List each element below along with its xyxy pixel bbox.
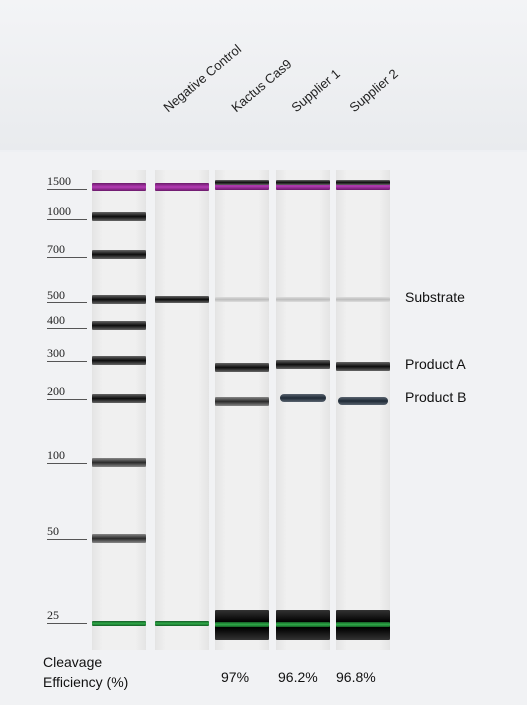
kc-band-substrate xyxy=(215,297,269,302)
lane-negative-control xyxy=(155,170,209,650)
efficiency-supplier-1: 96.2% xyxy=(278,669,318,685)
size-label-400: 400 xyxy=(47,313,65,327)
size-label-700: 700 xyxy=(47,242,65,256)
s1-band-product-b xyxy=(280,394,326,402)
kc-band-lower-marker xyxy=(215,622,269,627)
s2-band-product-a xyxy=(336,362,390,371)
nc-band-substrate xyxy=(155,296,209,303)
s1-band-upper-marker xyxy=(276,182,330,190)
s2-band-upper-marker xyxy=(336,182,390,190)
nc-band-upper-marker xyxy=(155,183,209,191)
s2-band-substrate xyxy=(336,297,390,302)
size-line-1500 xyxy=(47,189,87,190)
header-band xyxy=(0,0,527,150)
s2-band-product-b xyxy=(338,397,388,405)
size-label-1000: 1000 xyxy=(47,204,71,218)
cleavage-title-line2: Efficiency (%) xyxy=(43,674,129,690)
band-label-substrate: Substrate xyxy=(405,289,465,305)
size-label-50: 50 xyxy=(47,524,59,538)
size-line-50 xyxy=(47,539,87,540)
size-line-300 xyxy=(47,361,87,362)
size-label-100: 100 xyxy=(47,448,65,462)
s1-band-upper-dark xyxy=(276,180,330,185)
band-label-product-b: Product B xyxy=(405,389,467,405)
size-line-100 xyxy=(47,463,87,464)
kc-band-upper-marker xyxy=(215,182,269,190)
lane-kactus-cas9 xyxy=(215,170,269,650)
ladder-band-100 xyxy=(92,458,146,467)
lane-supplier-1 xyxy=(276,170,330,650)
s1-band-lower-marker xyxy=(276,622,330,627)
size-label-25: 25 xyxy=(47,608,59,622)
s2-band-lower-marker xyxy=(336,622,390,627)
ladder-band-25 xyxy=(92,621,146,626)
size-label-500: 500 xyxy=(47,288,65,302)
ladder-lane xyxy=(92,170,146,650)
s1-band-substrate xyxy=(276,297,330,302)
ladder-band-1500 xyxy=(92,183,146,191)
size-label-200: 200 xyxy=(47,384,65,398)
band-label-product-a: Product A xyxy=(405,356,466,372)
s1-band-product-a xyxy=(276,360,330,369)
size-label-300: 300 xyxy=(47,346,65,360)
size-line-1000 xyxy=(47,219,87,220)
kc-band-product-b xyxy=(215,397,269,406)
size-line-500 xyxy=(47,302,87,303)
ladder-band-300 xyxy=(92,356,146,365)
ladder-band-400 xyxy=(92,321,146,330)
lane-supplier-2 xyxy=(336,170,390,650)
size-line-400 xyxy=(47,328,87,329)
ladder-band-700 xyxy=(92,250,146,259)
ladder-band-200 xyxy=(92,394,146,403)
kc-band-upper-dark xyxy=(215,180,269,185)
efficiency-supplier-2: 96.8% xyxy=(336,669,376,685)
cleavage-efficiency-title: Cleavage Efficiency (%) xyxy=(43,652,128,692)
size-line-700 xyxy=(47,257,87,258)
s2-band-upper-dark xyxy=(336,180,390,185)
ladder-band-1000 xyxy=(92,212,146,221)
size-line-200 xyxy=(47,399,87,400)
ladder-band-500 xyxy=(92,295,146,304)
ladder-band-50 xyxy=(92,534,146,543)
size-label-1500: 1500 xyxy=(47,174,71,188)
cleavage-title-line1: Cleavage xyxy=(43,654,103,670)
nc-band-lower-marker xyxy=(155,621,209,626)
efficiency-kactus-cas9: 97% xyxy=(221,669,250,685)
kc-band-product-a xyxy=(215,363,269,372)
size-line-25 xyxy=(47,623,87,624)
